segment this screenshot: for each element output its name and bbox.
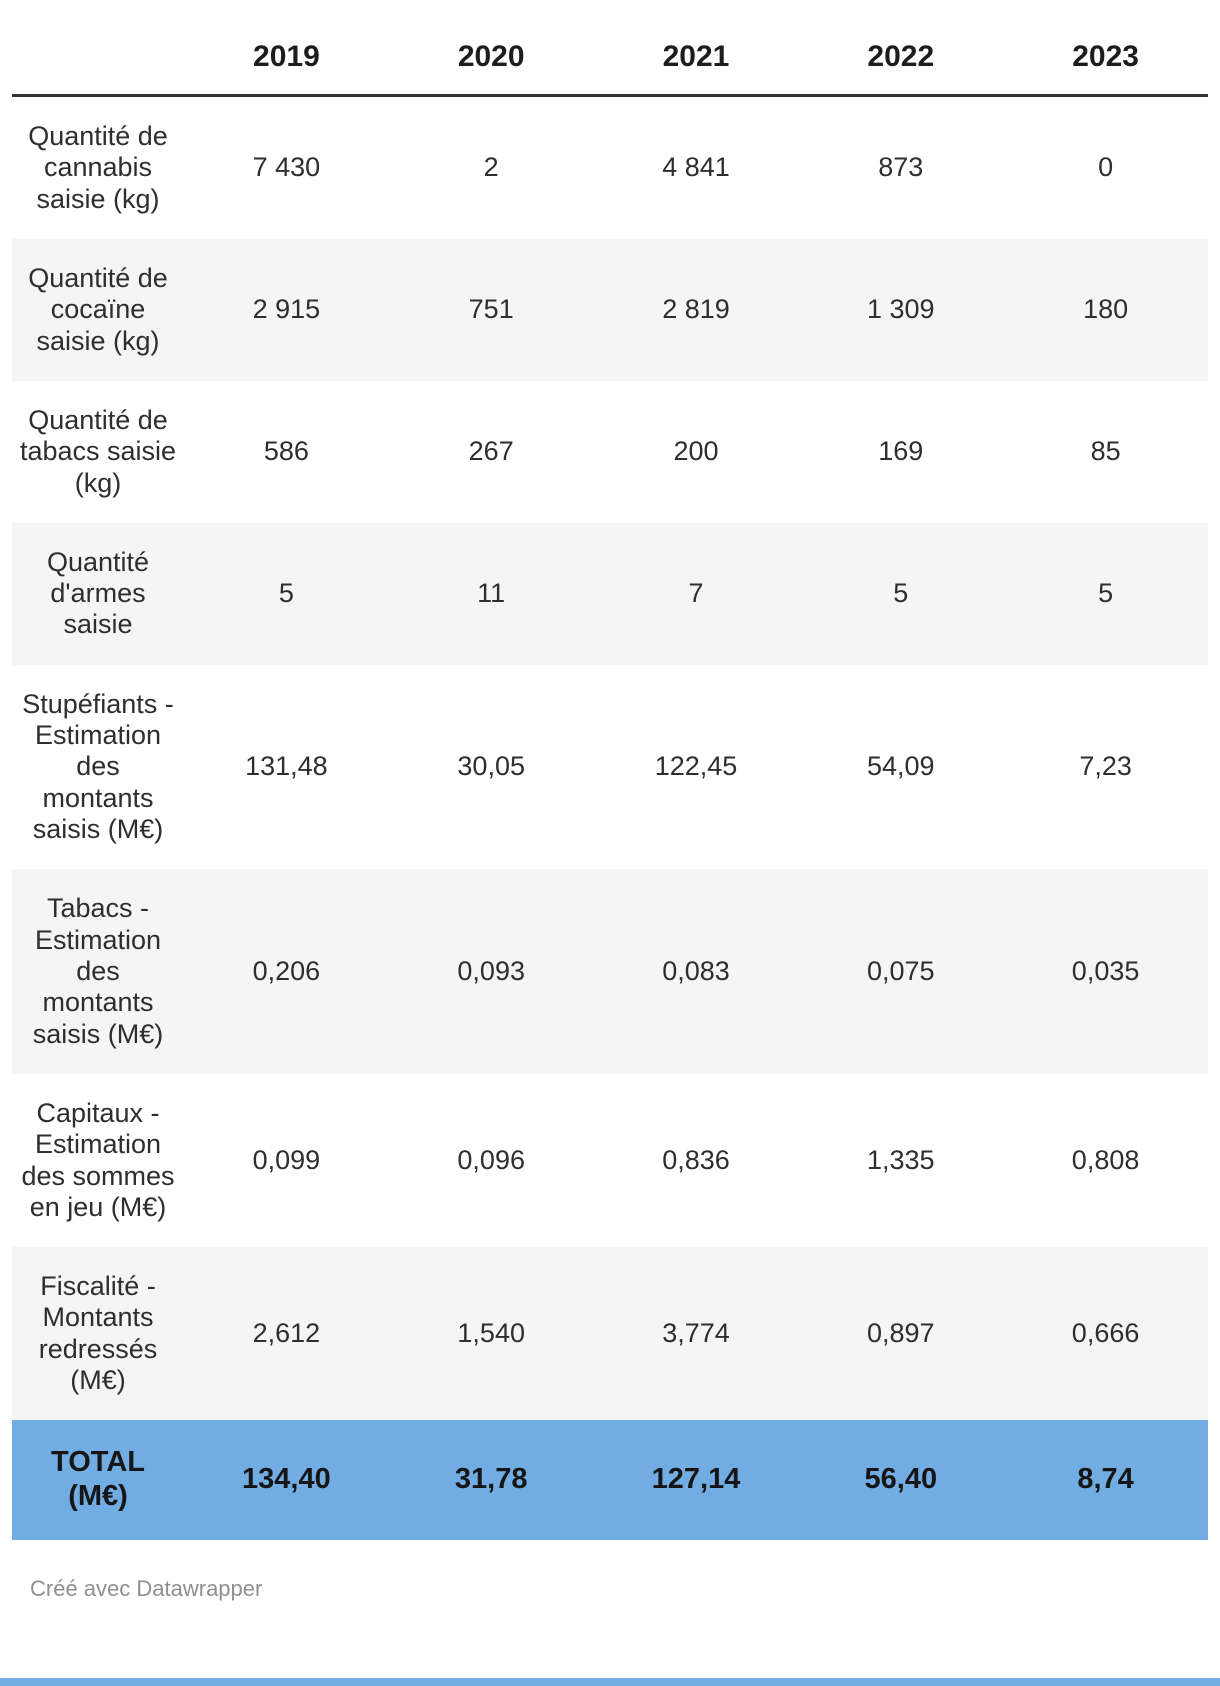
value-cell: 586 xyxy=(263,436,309,467)
table-row-tabacs-montants: Tabacs - Estimation des montants saisis … xyxy=(12,869,1208,1074)
value-cell: 873 xyxy=(878,152,924,183)
row-label: Quantité de tabacs saisie (kg) xyxy=(19,404,177,498)
row-label-total: TOTAL (M€) xyxy=(51,1446,145,1512)
col-header-2021: 2021 xyxy=(662,40,730,73)
row-label: Quantité de cocaïne saisie (kg) xyxy=(28,262,168,356)
value-cell: 2,612 xyxy=(252,1318,321,1349)
value-cell: 5 xyxy=(1098,578,1114,609)
value-cell: 1,335 xyxy=(867,1144,935,1175)
value-cell: 0 xyxy=(1098,152,1114,183)
value-cell: 2 819 xyxy=(662,294,730,325)
datawrapper-credit-link[interactable]: Créé avec Datawrapper xyxy=(30,1575,263,1601)
table-row-cocaine: Quantité de cocaïne saisie (kg) 2 915 75… xyxy=(12,238,1208,381)
value-cell-total: 134,40 xyxy=(242,1463,331,1496)
value-cell: 131,48 xyxy=(245,751,328,782)
value-cell: 0,808 xyxy=(1071,1144,1140,1175)
value-cell: 180 xyxy=(1083,294,1129,325)
corner-header-cell xyxy=(12,14,184,96)
value-cell: 7,23 xyxy=(1079,751,1132,782)
value-cell: 751 xyxy=(468,294,514,325)
value-cell: 3,774 xyxy=(662,1318,730,1349)
table-row-total: TOTAL (M€) 134,40 31,78 127,14 56,40 8,7… xyxy=(12,1420,1208,1540)
row-label: Quantité de cannabis saisie (kg) xyxy=(28,121,168,214)
value-cell: 30,05 xyxy=(457,751,525,782)
row-label: Fiscalité - Montants redressés (M€) xyxy=(38,1271,158,1396)
col-header-2020: 2020 xyxy=(457,40,525,73)
header-row: 2019 2020 2021 2022 2023 xyxy=(12,14,1208,96)
value-cell: 0,083 xyxy=(662,955,730,986)
value-cell: 0,096 xyxy=(457,1144,525,1175)
value-cell-total: 31,78 xyxy=(454,1463,528,1496)
value-cell: 1 309 xyxy=(867,294,935,325)
value-cell: 0,897 xyxy=(867,1318,935,1349)
value-cell: 2 915 xyxy=(252,294,321,325)
table-row-fiscalite: Fiscalité - Montants redressés (M€) 2,61… xyxy=(12,1247,1208,1421)
row-label: Stupéfiants - Estimation des montants sa… xyxy=(22,688,174,844)
value-cell: 169 xyxy=(878,436,924,467)
value-cell: 0,075 xyxy=(867,955,935,986)
value-cell: 7 430 xyxy=(252,152,321,183)
row-label: Capitaux - Estimation des sommes en jeu … xyxy=(21,1097,175,1222)
value-cell: 0,666 xyxy=(1071,1318,1140,1349)
value-cell: 0,093 xyxy=(457,955,525,986)
table-row-capitaux: Capitaux - Estimation des sommes en jeu … xyxy=(12,1074,1208,1247)
table-container: 2019 2020 2021 2022 2023 Quantité de can… xyxy=(12,14,1208,1540)
value-cell: 54,09 xyxy=(867,751,935,782)
col-header-2022: 2022 xyxy=(867,40,935,73)
value-cell: 0,035 xyxy=(1071,955,1140,986)
table-row-tabacs-kg: Quantité de tabacs saisie (kg) 586 267 2… xyxy=(12,381,1208,523)
value-cell: 11 xyxy=(477,578,506,609)
value-cell: 200 xyxy=(673,436,719,467)
table-row-cannabis: Quantité de cannabis saisie (kg) 7 430 2… xyxy=(12,96,1208,239)
value-cell-total: 127,14 xyxy=(651,1463,741,1496)
table-row-armes: Quantité d'armes saisie 5 11 7 5 5 xyxy=(12,522,1208,665)
value-cell: 267 xyxy=(468,436,514,467)
row-label: Tabacs - Estimation des montants saisis … xyxy=(32,893,164,1049)
value-cell-total: 56,40 xyxy=(864,1463,938,1496)
col-header-2019: 2019 xyxy=(253,40,320,73)
row-label: Quantité d'armes saisie xyxy=(46,546,150,640)
data-table: 2019 2020 2021 2022 2023 Quantité de can… xyxy=(12,14,1208,1540)
value-cell: 4 841 xyxy=(662,152,730,183)
value-cell: 0,836 xyxy=(662,1144,730,1175)
col-header-2023: 2023 xyxy=(1072,40,1139,73)
value-cell: 122,45 xyxy=(654,751,738,782)
value-cell-total: 8,74 xyxy=(1077,1463,1134,1496)
table-row-stupefiants: Stupéfiants - Estimation des montants sa… xyxy=(12,665,1208,870)
value-cell: 0,099 xyxy=(252,1144,321,1175)
value-cell: 7 xyxy=(688,578,704,609)
value-cell: 5 xyxy=(278,578,294,609)
value-cell: 5 xyxy=(893,578,909,609)
value-cell: 85 xyxy=(1090,436,1121,467)
value-cell: 0,206 xyxy=(252,955,321,986)
bottom-accent-bar xyxy=(0,1678,1220,1686)
value-cell: 1,540 xyxy=(457,1318,525,1349)
value-cell: 2 xyxy=(483,152,499,183)
